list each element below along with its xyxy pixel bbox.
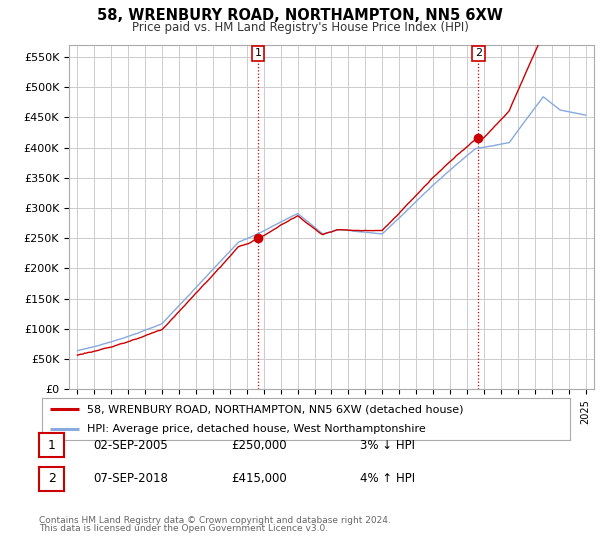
Text: Contains HM Land Registry data © Crown copyright and database right 2024.: Contains HM Land Registry data © Crown c… (39, 516, 391, 525)
Text: 07-SEP-2018: 07-SEP-2018 (93, 472, 168, 486)
Text: 1: 1 (254, 48, 262, 58)
Text: 4% ↑ HPI: 4% ↑ HPI (360, 472, 415, 486)
Text: 1: 1 (47, 438, 56, 452)
Text: HPI: Average price, detached house, West Northamptonshire: HPI: Average price, detached house, West… (87, 424, 425, 434)
Text: 2: 2 (475, 48, 482, 58)
Text: 02-SEP-2005: 02-SEP-2005 (93, 438, 168, 452)
Text: £250,000: £250,000 (231, 438, 287, 452)
Text: 58, WRENBURY ROAD, NORTHAMPTON, NN5 6XW (detached house): 58, WRENBURY ROAD, NORTHAMPTON, NN5 6XW … (87, 404, 463, 414)
Text: Price paid vs. HM Land Registry's House Price Index (HPI): Price paid vs. HM Land Registry's House … (131, 21, 469, 34)
Text: 2: 2 (47, 472, 56, 486)
Text: This data is licensed under the Open Government Licence v3.0.: This data is licensed under the Open Gov… (39, 524, 328, 533)
Text: £415,000: £415,000 (231, 472, 287, 486)
Text: 3% ↓ HPI: 3% ↓ HPI (360, 438, 415, 452)
Text: 58, WRENBURY ROAD, NORTHAMPTON, NN5 6XW: 58, WRENBURY ROAD, NORTHAMPTON, NN5 6XW (97, 8, 503, 24)
